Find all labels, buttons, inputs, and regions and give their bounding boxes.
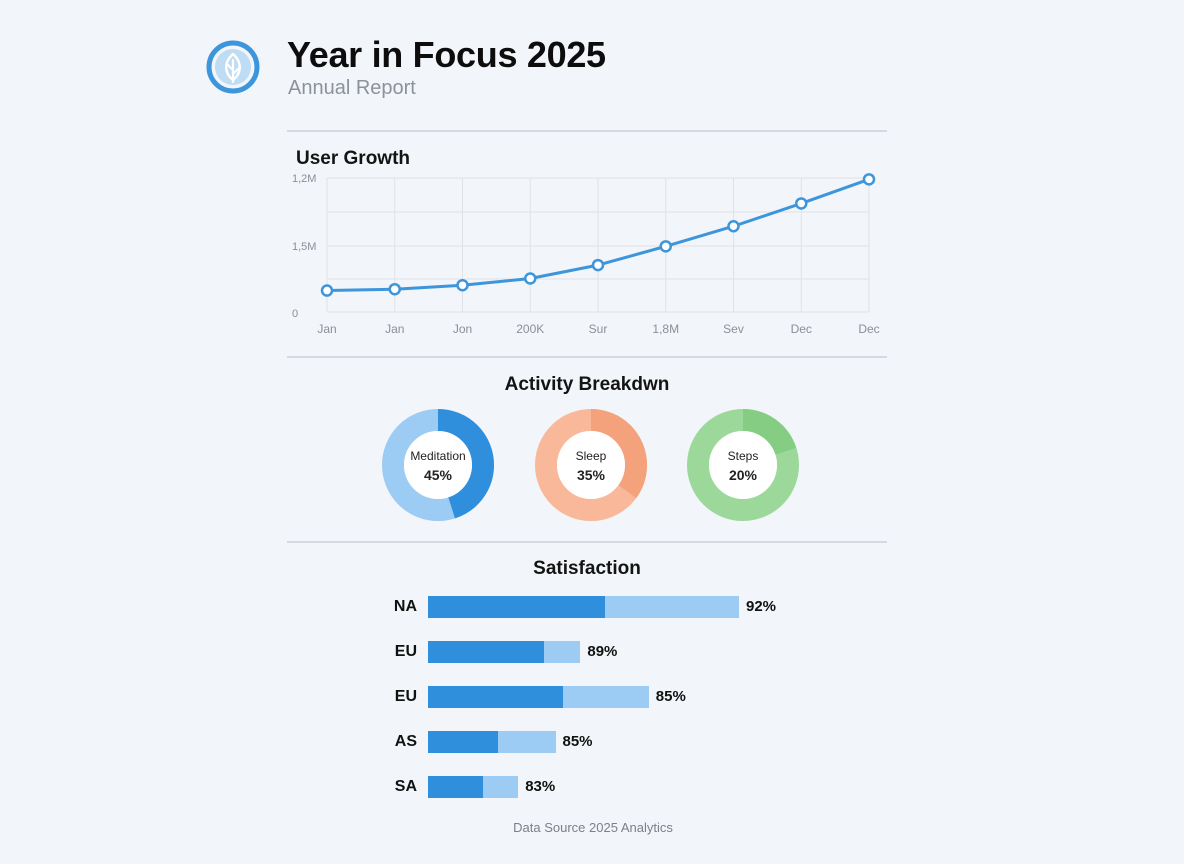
meditation-donut-arc <box>382 409 494 521</box>
meditation-label: Meditation <box>410 449 466 463</box>
bar <box>428 776 519 798</box>
data-point <box>659 240 672 253</box>
bar <box>428 641 581 663</box>
data-point <box>388 282 401 296</box>
bar-value-label: 85% <box>562 733 593 750</box>
bar-label: EU <box>394 688 417 705</box>
data-point <box>862 173 876 186</box>
bar <box>428 596 739 618</box>
bar-value-label: 92% <box>746 598 777 615</box>
data-point <box>727 219 740 233</box>
leaf-logo-icon <box>206 40 260 94</box>
sleep-label: Sleep <box>575 449 607 463</box>
user-growth-chart: 1,2M 1,5M 0 Jan Jan Jon 200K Sur 1,8M Sev Dec Dec <box>292 173 880 336</box>
x-tick-label: Sur <box>589 322 608 336</box>
user-growth-title: User Growth <box>296 148 411 169</box>
bar-dark-segment <box>428 641 544 663</box>
x-tick-label: 200K <box>516 322 544 336</box>
bar-row: NA 92% <box>380 596 880 618</box>
bar-label: SA <box>394 778 417 795</box>
page-subtitle: Annual Report <box>288 77 416 99</box>
satisfaction-title: Satisfaction <box>533 558 641 579</box>
x-tick-label: Sev <box>723 322 744 336</box>
sleep-donut-arc <box>535 409 647 521</box>
divider <box>287 541 887 543</box>
bar-dark-segment <box>428 776 484 798</box>
sleep-donut: Sleep 35% <box>535 409 647 521</box>
data-point <box>456 278 469 292</box>
page-title: Year in Focus 2025 <box>287 34 606 75</box>
x-tick-label: Dec <box>791 322 812 336</box>
meditation-donut: Meditation 45% <box>382 409 494 521</box>
y-tick-label: 1,5M <box>292 241 316 253</box>
bar-dark-segment <box>428 686 563 708</box>
bar-label: NA <box>393 598 417 615</box>
divider <box>287 356 887 358</box>
activity-breakdown-title: Activity Breakdwn <box>504 374 670 395</box>
steps-donut-arc <box>687 409 799 521</box>
x-tick-label: 1,8M <box>652 322 679 336</box>
bar-row: SA 83% <box>380 776 880 798</box>
data-point <box>795 197 808 210</box>
bar-row: EU 85% <box>380 686 880 708</box>
bar-label: AS <box>394 733 417 750</box>
bar-row: EU 89% <box>380 641 880 663</box>
data-point <box>524 272 537 285</box>
bar <box>428 686 649 708</box>
bar-dark-segment <box>428 731 499 753</box>
divider <box>287 130 887 132</box>
bar-row: AS 85% <box>380 731 880 753</box>
bar-value-label: 85% <box>655 688 686 705</box>
bar-dark-segment <box>428 596 606 618</box>
bar <box>428 731 556 753</box>
x-tick-label: Jan <box>385 322 404 336</box>
bar-label: EU <box>394 643 417 660</box>
x-tick-label: Jan <box>317 322 336 336</box>
data-point <box>320 284 334 297</box>
x-tick-label: Jon <box>453 322 472 336</box>
x-tick-label: Dec <box>858 322 879 336</box>
bar-value-label: 83% <box>525 778 556 795</box>
steps-value: 20% <box>728 467 758 483</box>
meditation-value: 45% <box>423 467 453 483</box>
bar-value-label: 89% <box>587 643 618 660</box>
steps-donut: Steps 20% <box>687 409 799 521</box>
steps-label: Steps <box>727 449 759 463</box>
data-source-footer: Data Source 2025 Analytics <box>513 820 673 835</box>
data-point <box>591 258 605 272</box>
y-tick-label: 0 <box>292 308 298 320</box>
y-tick-label: 1,2M <box>292 173 316 185</box>
sleep-value: 35% <box>576 467 606 483</box>
